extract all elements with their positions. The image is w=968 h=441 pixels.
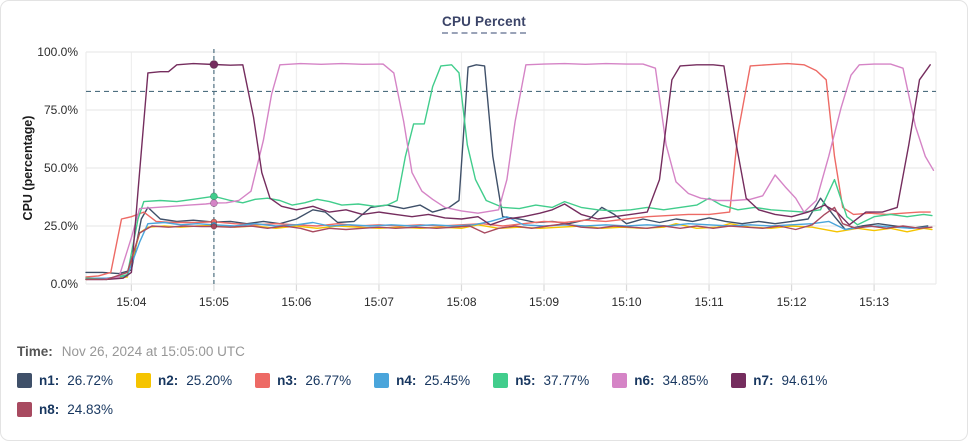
legend-label-n7: n7: bbox=[753, 373, 774, 388]
legend-item-n5[interactable]: n5: 37.77% bbox=[493, 373, 589, 388]
x-tick-label: 15:11 bbox=[694, 295, 723, 309]
crosshair-dot-n8 bbox=[210, 223, 218, 230]
legend-swatch-n5 bbox=[493, 373, 509, 388]
legend-value-n3: 26.77% bbox=[305, 373, 352, 388]
legend-item-n1[interactable]: n1: 26.72% bbox=[17, 373, 113, 388]
y-tick-label: 50.0% bbox=[44, 161, 78, 175]
y-tick-label: 0.0% bbox=[51, 277, 79, 291]
legend-item-n7[interactable]: n7: 94.61% bbox=[731, 373, 827, 388]
series-line-n8 bbox=[85, 206, 933, 281]
y-tick-label: 25.0% bbox=[44, 219, 78, 233]
legend-value-n6: 34.85% bbox=[662, 373, 709, 388]
legend-value-n4: 25.45% bbox=[424, 373, 471, 388]
y-tick-label: 100.0% bbox=[37, 45, 78, 59]
x-tick-label: 15:07 bbox=[364, 295, 394, 309]
x-tick-label: 15:13 bbox=[859, 295, 889, 309]
legend-row-2: n8: 24.83% bbox=[17, 402, 113, 417]
legend-value-n7: 94.61% bbox=[781, 373, 828, 388]
legend-label-n5: n5: bbox=[515, 373, 536, 388]
x-tick-label: 15:04 bbox=[116, 295, 146, 309]
y-tick-label: 75.0% bbox=[44, 103, 78, 117]
crosshair-dot-n6 bbox=[210, 199, 218, 208]
legend-swatch-n6 bbox=[612, 373, 628, 388]
chart-title[interactable]: CPU Percent bbox=[442, 14, 526, 34]
series-line-n6 bbox=[85, 62, 935, 281]
legend-item-n6[interactable]: n6: 34.85% bbox=[612, 373, 708, 388]
legend-label-n4: n4: bbox=[396, 373, 417, 388]
legend-label-n2: n2: bbox=[158, 373, 179, 388]
x-tick-label: 15:05 bbox=[199, 295, 229, 309]
legend-label-n8: n8: bbox=[39, 402, 60, 417]
x-tick-label: 15:12 bbox=[777, 295, 807, 309]
legend-swatch-n2 bbox=[136, 373, 152, 388]
series-line-n2 bbox=[85, 222, 933, 281]
legend-swatch-n7 bbox=[731, 373, 747, 388]
cpu-percent-chart[interactable]: 0.0% 25.0% 50.0% 75.0% 100.0% 15:04 15:05 15:06… bbox=[1, 1, 968, 331]
series-line-n5 bbox=[85, 64, 933, 281]
legend-swatch-n3 bbox=[255, 373, 271, 388]
legend-label-n6: n6: bbox=[634, 373, 655, 388]
legend-item-n2[interactable]: n2: 25.20% bbox=[136, 373, 232, 388]
legend-item-n4[interactable]: n4: 25.45% bbox=[374, 373, 470, 388]
x-tick-label: 15:08 bbox=[446, 295, 476, 309]
legend-label-n1: n1: bbox=[39, 373, 60, 388]
legend-label-n3: n3: bbox=[277, 373, 298, 388]
legend-swatch-n1 bbox=[17, 373, 32, 388]
legend-value-n2: 25.20% bbox=[186, 373, 233, 388]
x-tick-label: 15:09 bbox=[529, 295, 559, 309]
time-label: Time: bbox=[17, 344, 53, 359]
crosshair-markers bbox=[209, 60, 219, 230]
series-line-n3 bbox=[85, 62, 931, 278]
legend-row-1: n1: 26.72% n2: 25.20% n3: 26.77% n4: 25.45% n5: 3… bbox=[17, 373, 827, 388]
legend-item-n8[interactable]: n8: 24.83% bbox=[17, 402, 113, 417]
crosshair-dot-n5 bbox=[210, 192, 218, 201]
axis-labels: 0.0% 25.0% 50.0% 75.0% 100.0% 15:04 15:05 15:06… bbox=[21, 45, 889, 309]
y-axis-title: CPU (percentage) bbox=[21, 116, 35, 221]
legend-value-n5: 37.77% bbox=[543, 373, 590, 388]
time-row: Time: Nov 26, 2024 at 15:05:00 UTC bbox=[17, 344, 245, 359]
series-line-n1 bbox=[85, 64, 929, 275]
legend-swatch-n4 bbox=[374, 373, 390, 388]
legend-item-n3[interactable]: n3: 26.77% bbox=[255, 373, 351, 388]
crosshair-dot-n7 bbox=[209, 60, 219, 69]
x-tick-label: 15:06 bbox=[281, 295, 311, 309]
chart-title-wrap: CPU Percent bbox=[1, 13, 967, 34]
series-lines bbox=[85, 62, 935, 281]
legend-swatch-n8 bbox=[17, 402, 32, 417]
legend-value-n8: 24.83% bbox=[67, 402, 114, 417]
time-value: Nov 26, 2024 at 15:05:00 UTC bbox=[61, 344, 245, 359]
series-line-n4 bbox=[85, 215, 929, 279]
x-tick-label: 15:10 bbox=[612, 295, 642, 309]
legend-value-n1: 26.72% bbox=[67, 373, 114, 388]
